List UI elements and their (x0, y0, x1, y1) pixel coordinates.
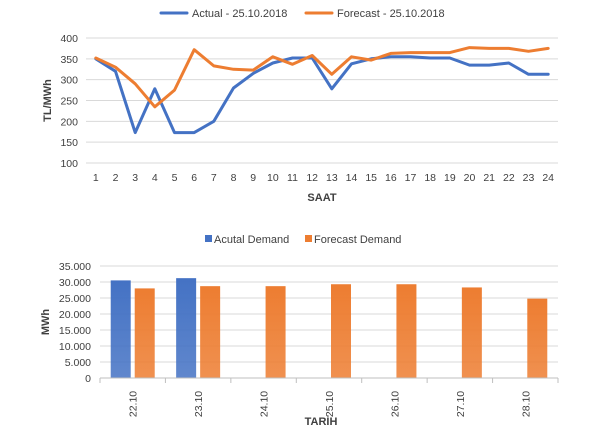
line-series-forecast (94, 46, 550, 109)
line-x-tick-label: 2 (113, 172, 119, 184)
line-x-tick-label: 6 (191, 172, 197, 184)
bar-x-tick-label: 26.10 (389, 391, 401, 417)
line-legend-label: Actual - 25.10.2018 (192, 8, 287, 20)
bar-y-axis-title: MWh (40, 309, 52, 336)
line-x-tick-label: 12 (306, 172, 318, 184)
bar-y-tick-label: 0 (85, 373, 91, 385)
bar-actual-23.10 (176, 278, 197, 378)
line-x-tick-label: 24 (542, 172, 554, 184)
bar-legend-label: Forecast Demand (314, 234, 401, 246)
line-x-tick-label: 8 (231, 172, 237, 184)
line-x-axis-title: SAAT (307, 192, 336, 204)
line-x-tick-label: 10 (267, 172, 279, 184)
line-y-axis-title: TL/MWh (42, 79, 54, 122)
bar-x-tick-label: 22.10 (128, 391, 140, 417)
line-y-tick-label: 300 (60, 75, 78, 87)
bar-y-tick-label: 20.000 (59, 309, 91, 321)
bar-y-tick-label: 5.000 (65, 357, 91, 369)
bar-x-tick-label: 24.10 (259, 391, 271, 417)
bar-legend-label: Acutal Demand (214, 234, 289, 246)
line-x-tick-label: 4 (152, 172, 158, 184)
bar-y-tick-label: 15.000 (59, 325, 91, 337)
bar-forecast-24.10 (265, 286, 286, 378)
bar-forecast-27.10 (461, 287, 482, 378)
bar-forecast-26.10 (396, 284, 417, 378)
bar-y-tick-label: 35.000 (59, 261, 91, 273)
line-y-tick-label: 350 (60, 54, 78, 66)
bar-x-tick-label: 27.10 (455, 391, 467, 417)
line-x-tick-label: 3 (132, 172, 138, 184)
line-x-tick-label: 16 (385, 172, 397, 184)
bar-y-tick-label: 10.000 (59, 341, 91, 353)
line-x-tick-label: 18 (424, 172, 436, 184)
line-series-actual (94, 55, 550, 135)
demand-bar-chart: 0 5.000 10.000 15.000 20.000 25.000 30.000 35.0… (40, 234, 559, 426)
bar-y-tick-label: 30.000 (59, 277, 91, 289)
line-y-tick-label: 150 (60, 137, 78, 149)
line-x-tick-label: 14 (346, 172, 358, 184)
line-x-tick-label: 11 (287, 172, 298, 184)
line-y-tick-label: 200 (60, 116, 78, 128)
bar-forecast-28.10 (527, 298, 548, 378)
line-x-tick-label: 17 (405, 172, 417, 184)
line-y-tick-label: 100 (60, 158, 78, 170)
line-x-tick-label: 20 (464, 172, 476, 184)
line-y-tick-label: 400 (60, 33, 78, 45)
bar-x-tick-label: 23.10 (193, 391, 205, 417)
line-x-tick-label: 7 (211, 172, 217, 184)
line-x-tick-label: 22 (503, 172, 515, 184)
line-x-tick-label: 13 (326, 172, 338, 184)
bar-x-tick-label: 25.10 (324, 391, 336, 417)
bar-forecast-23.10 (200, 286, 221, 378)
line-x-tick-label: 9 (250, 172, 256, 184)
legend-square-swatch (205, 235, 212, 242)
line-x-tick-label: 1 (93, 172, 99, 184)
line-x-tick-label: 21 (483, 172, 495, 184)
bar-actual-22.10 (110, 280, 131, 378)
line-legend-label: Forecast - 25.10.2018 (337, 8, 445, 20)
line-x-tick-label: 15 (365, 172, 377, 184)
legend-square-swatch (305, 235, 312, 242)
line-x-tick-label: 23 (523, 172, 535, 184)
line-y-tick-label: 250 (60, 96, 78, 108)
bar-y-tick-label: 25.000 (59, 293, 91, 305)
bar-x-tick-label: 28.10 (520, 391, 532, 417)
line-x-tick-label: 5 (172, 172, 178, 184)
bar-x-axis-title: TARİH (305, 415, 338, 426)
line-x-tick-label: 19 (444, 172, 456, 184)
bar-forecast-25.10 (331, 284, 351, 378)
bar-forecast-22.10 (134, 288, 155, 378)
